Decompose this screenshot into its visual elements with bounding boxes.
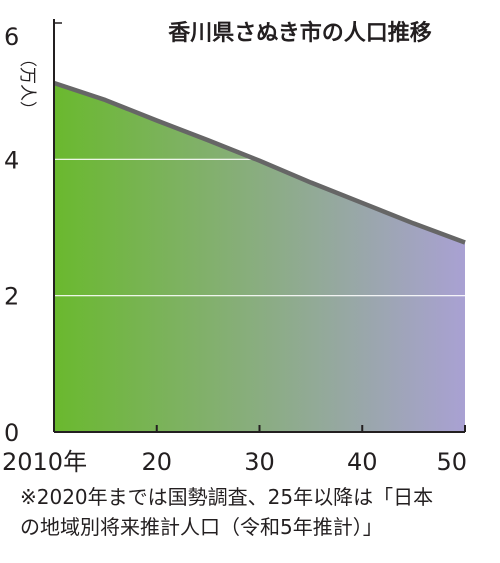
x-tick-label: 50	[436, 448, 467, 476]
footnote: ※2020年までは国勢調査、25年以降は「日本 の地域別将来推計人口（令和5年推…	[20, 482, 490, 542]
x-tick-label: 20	[141, 448, 172, 476]
y-tick-label: 0	[4, 419, 19, 447]
y-tick-label: 2	[4, 283, 19, 311]
area-layer	[54, 82, 465, 432]
chart-title: 香川県さぬき市の人口推移	[168, 20, 432, 46]
y-axis-unit: （万人）	[17, 50, 37, 118]
x-tick-label: 30	[244, 448, 275, 476]
label-layer: 香川県さぬき市の人口推移	[168, 20, 432, 46]
population-chart: 2010年 20 30 40 50 0 2 4 6（万人） 香川県さぬき市の人口推移	[2, 19, 467, 476]
footnote-line-1: ※2020年までは国勢調査、25年以降は「日本	[20, 485, 434, 509]
y-tick-label: 4	[4, 146, 19, 174]
x-tick-label: 2010年	[2, 448, 87, 476]
axis-layer: 2010年 20 30 40 50 0 2 4 6（万人）	[2, 19, 467, 476]
population-area	[54, 82, 465, 432]
line-layer	[53, 80, 466, 245]
x-tick-label: 40	[347, 448, 378, 476]
footnote-line-2: の地域別将来推計人口（令和5年推計）」	[20, 515, 383, 539]
y-tick-label: 6	[4, 23, 19, 51]
